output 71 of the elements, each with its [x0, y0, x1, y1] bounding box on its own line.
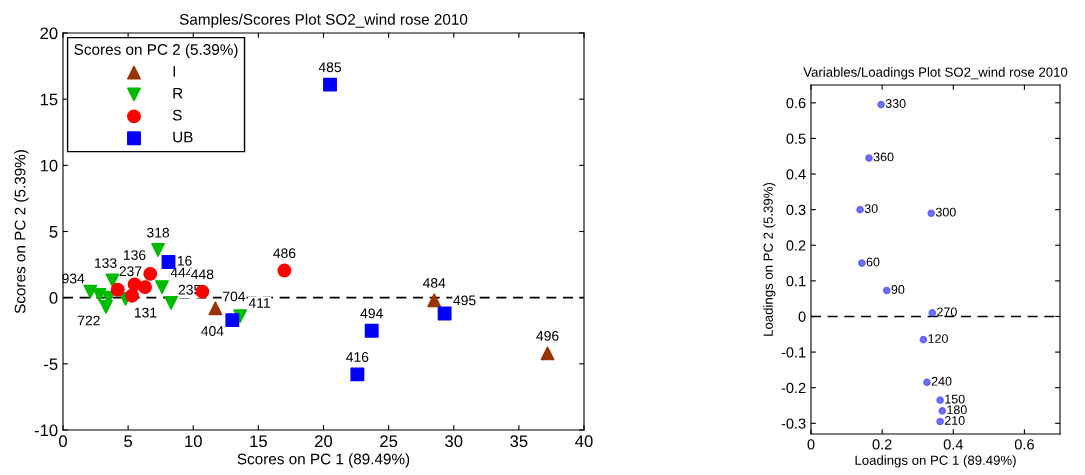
legend-label: R: [173, 88, 183, 99]
annotation: 90: [891, 284, 905, 294]
x-axis-title: Loadings on PC 1 (89.49%): [855, 455, 1016, 468]
y-axis-title: Loadings on PC 2 (5.39%): [763, 182, 776, 336]
legend-label: S: [172, 109, 182, 121]
annotation: 60: [866, 257, 880, 267]
y-tick-label: 0.4: [786, 169, 806, 180]
x-tick-label: 0: [59, 435, 67, 448]
annotation: 330: [885, 99, 906, 108]
annotation: 318: [147, 227, 170, 238]
x-tick-label: 15: [250, 435, 267, 448]
annotation: 150: [945, 394, 965, 404]
y-tick-label: -5: [44, 358, 58, 371]
x-tick-label: 5: [124, 435, 133, 448]
annotation: 496: [536, 330, 559, 341]
chart-title: Variables/Loadings Plot SO2_wind rose 2010: [803, 67, 1068, 80]
annotation: 704: [223, 291, 246, 302]
annotation: 448: [191, 269, 214, 280]
annotation: 210: [944, 416, 965, 425]
annotation: 495: [453, 295, 476, 306]
x-tick-label: 0.4: [943, 439, 963, 450]
legend-title: Scores on PC 2 (5.39%): [74, 43, 238, 58]
x-tick-label: 20: [315, 435, 333, 448]
y-tick-label: 0.1: [786, 275, 806, 287]
x-tick-label: 0: [807, 439, 815, 450]
x-tick-label: 0.2: [872, 439, 892, 450]
y-tick-label: 15: [40, 93, 58, 106]
x-tick-label: 0.6: [1014, 439, 1034, 450]
y-tick-label: -10: [34, 424, 58, 437]
annotation: 411: [248, 298, 270, 308]
annotation: 120: [928, 334, 948, 343]
annotation: 133: [95, 258, 117, 268]
annotation: 404: [201, 326, 224, 336]
x-axis-title: Scores on PC 1 (89.49%): [237, 453, 410, 468]
annotation: 486: [273, 248, 296, 259]
annotation: 30: [864, 204, 878, 213]
annotation: 494: [360, 308, 383, 319]
y-tick-label: 20: [40, 27, 58, 40]
y-tick-label: 0: [49, 292, 58, 304]
y-tick-label: -0.1: [781, 347, 806, 358]
x-tick-label: 30: [445, 435, 463, 448]
annotation: 416: [346, 352, 369, 362]
legend-label: UB: [173, 131, 193, 143]
legend-label: I: [173, 66, 176, 77]
y-tick-label: 0: [798, 311, 806, 322]
annotation: 270: [937, 307, 957, 317]
y-tick-label: 0.6: [786, 97, 806, 109]
annotation: 300: [935, 207, 956, 217]
y-tick-label: -0.3: [781, 418, 806, 429]
annotation: 360: [873, 152, 894, 162]
annotation: 136: [123, 250, 146, 260]
y-tick-label: -0.2: [781, 382, 806, 394]
annotation: 485: [318, 62, 342, 73]
chart-title: Samples/Scores Plot SO2_wind rose 2010: [179, 13, 468, 28]
y-tick-label: 10: [40, 159, 58, 172]
annotation: 180: [947, 405, 967, 415]
annotation: 16: [177, 255, 192, 266]
annotation: 484: [422, 278, 446, 288]
y-axis-title: Scores on PC 2 (5.39%): [14, 150, 29, 314]
x-tick-label: 40: [575, 435, 593, 448]
annotation: 722: [77, 315, 100, 326]
x-tick-label: 10: [185, 435, 202, 448]
x-tick-label: 35: [510, 435, 528, 448]
x-tick-label: 25: [380, 435, 398, 448]
annotation: 237: [119, 266, 142, 277]
y-tick-label: 0.2: [786, 240, 806, 251]
annotation: 131: [134, 307, 157, 318]
y-tick-label: 0.3: [786, 204, 806, 216]
annotation: 240: [931, 376, 952, 386]
y-tick-label: 5: [49, 226, 58, 238]
y-tick-label: 0.5: [786, 133, 806, 144]
